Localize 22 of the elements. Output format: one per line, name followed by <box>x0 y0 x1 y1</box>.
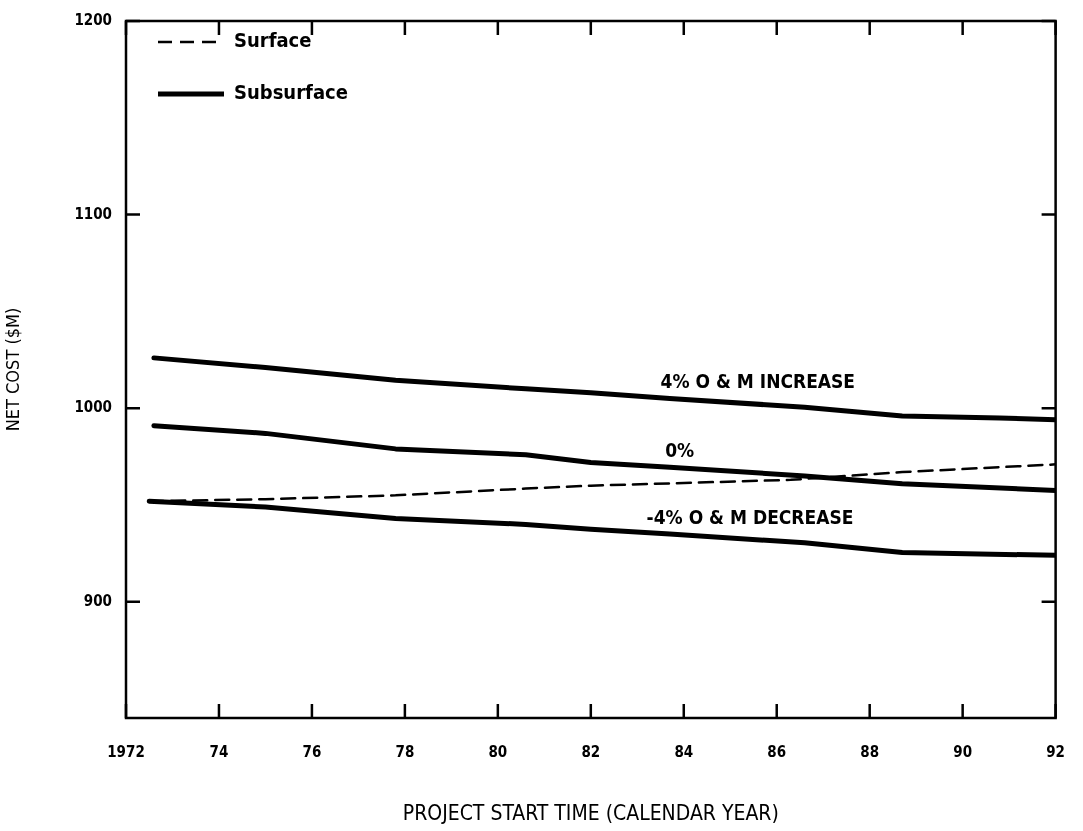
legend-label: Surface <box>234 28 312 53</box>
annotation: 0% <box>665 438 695 461</box>
x-axis-title: PROJECT START TIME (CALENDAR YEAR) <box>402 800 779 825</box>
x-tick-label: 76 <box>302 742 322 761</box>
x-tick-label: 90 <box>953 742 973 761</box>
x-tick-label: 74 <box>209 742 229 761</box>
y-tick-label: 1100 <box>74 204 112 223</box>
x-tick-label: 80 <box>488 742 508 761</box>
annotation: 4% O & M INCREASE <box>660 369 856 392</box>
y-axis-title: NET COST ($M) <box>2 307 24 432</box>
y-tick-label: 1000 <box>74 398 112 417</box>
x-tick-label: 86 <box>767 742 787 761</box>
x-tick-label: 1972 <box>107 742 145 761</box>
legend-label: Subsurface <box>234 80 348 105</box>
x-tick-label: 78 <box>395 742 415 761</box>
x-tick-label: 84 <box>674 742 694 761</box>
x-tick-label: 92 <box>1046 742 1065 761</box>
annotation: -4% O & M DECREASE <box>646 505 854 528</box>
y-tick-label: 1200 <box>74 10 112 29</box>
y-tick-label: 900 <box>83 591 112 610</box>
x-tick-label: 88 <box>860 742 880 761</box>
x-tick-label: 82 <box>581 742 601 761</box>
